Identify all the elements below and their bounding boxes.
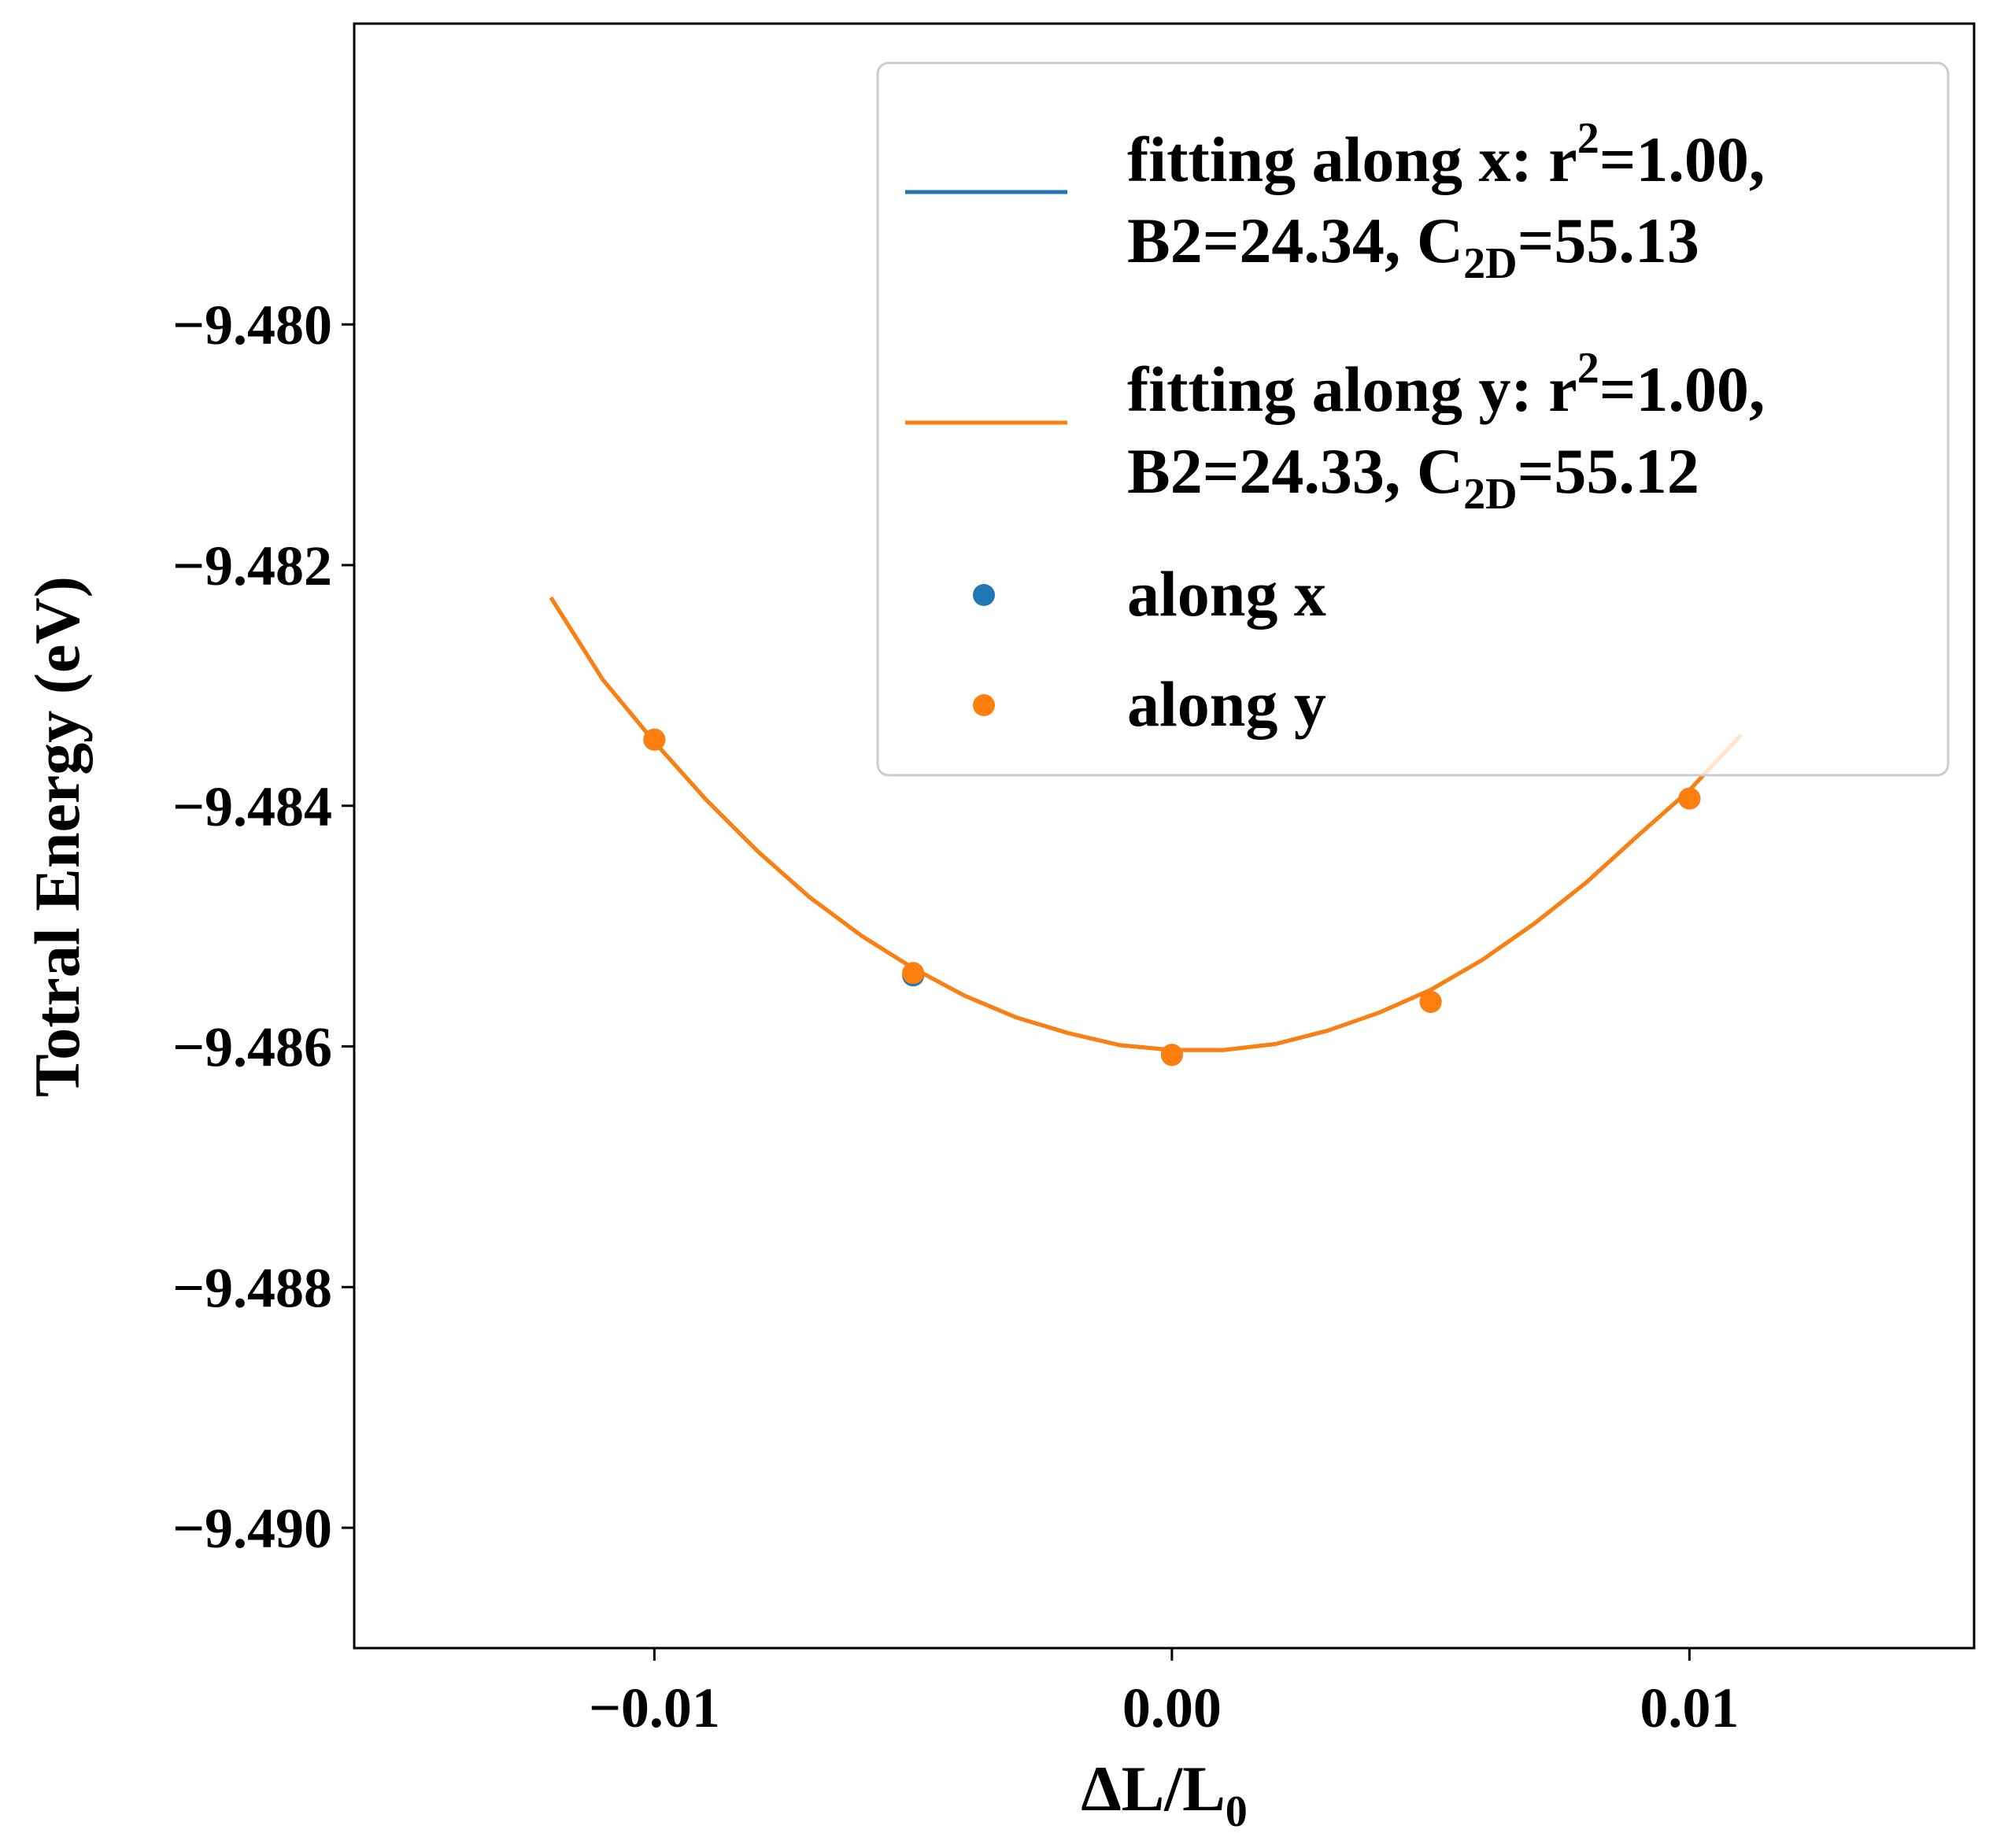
y-axis-title: Totral Energy (eV) bbox=[21, 576, 93, 1097]
legend-marker-along-x bbox=[973, 584, 995, 606]
x-tick-label: 0.00 bbox=[1122, 1676, 1222, 1739]
legend-frame bbox=[876, 61, 1950, 777]
legend-fit-x-sub: 2D bbox=[1463, 239, 1517, 288]
legend-marker-along-y bbox=[973, 694, 995, 716]
x-tick-label: 0.01 bbox=[1640, 1676, 1739, 1739]
x-axis-title: ΔL/L0 bbox=[1081, 1753, 1248, 1836]
legend-fit-y-sub: 2D bbox=[1463, 470, 1517, 519]
data-point-along-y bbox=[902, 962, 925, 985]
y-tick-label: −9.480 bbox=[172, 294, 332, 357]
y-axis: −9.480 −9.482 −9.484 −9.486 −9.488 −9.490 bbox=[172, 294, 354, 1560]
y-tick-label: −9.482 bbox=[172, 534, 332, 597]
series-line-fitting-along-y bbox=[549, 596, 1743, 1052]
x-axis: −0.01 0.00 0.01 bbox=[589, 1648, 1739, 1739]
legend-label-fit-y-line2: B2=24.33, C2D=55.12 bbox=[1127, 435, 1699, 519]
y-tick-label: −9.484 bbox=[172, 775, 332, 838]
x-axis-title-sub: 0 bbox=[1226, 1787, 1248, 1836]
legend-label-along-x: along x bbox=[1127, 558, 1326, 630]
data-point-along-y bbox=[1419, 990, 1442, 1013]
legend-label-fit-x-line1: fitting along x: r2=1.00, bbox=[1127, 114, 1765, 195]
legend-label-fit-x-line2: B2=24.34, C2D=55.13 bbox=[1127, 205, 1699, 288]
data-point-along-y bbox=[1160, 1044, 1183, 1066]
legend-label-fit-y-line1: fitting along y: r2=1.00, bbox=[1127, 344, 1765, 425]
data-point-along-y bbox=[643, 728, 666, 751]
legend-fit-x-sup: 2 bbox=[1577, 114, 1599, 163]
y-tick-label: −9.486 bbox=[172, 1016, 332, 1079]
legend-fit-y-sup: 2 bbox=[1577, 344, 1599, 393]
y-tick-label: −9.488 bbox=[172, 1256, 332, 1319]
legend: fitting along x: r2=1.00, B2=24.34, C2D=… bbox=[876, 61, 1950, 777]
legend-label-along-y: along y bbox=[1127, 668, 1326, 740]
x-tick-label: −0.01 bbox=[589, 1676, 720, 1739]
data-point-along-y bbox=[1678, 787, 1701, 810]
y-tick-label: −9.490 bbox=[172, 1497, 332, 1560]
series-layer bbox=[549, 596, 1743, 1066]
